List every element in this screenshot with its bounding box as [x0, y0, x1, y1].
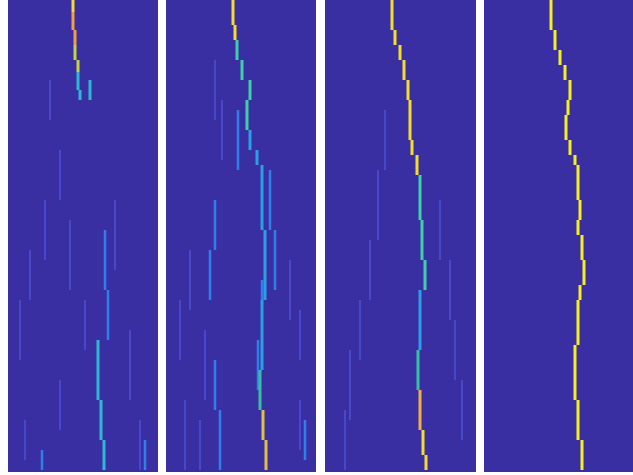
panel — [325, 0, 476, 472]
panel — [166, 0, 316, 472]
panel-background — [484, 0, 633, 472]
page — [0, 0, 633, 475]
panel-background — [325, 0, 476, 472]
panel — [484, 0, 633, 472]
figure — [0, 0, 633, 475]
panel-background — [8, 0, 158, 472]
panel — [8, 0, 158, 472]
